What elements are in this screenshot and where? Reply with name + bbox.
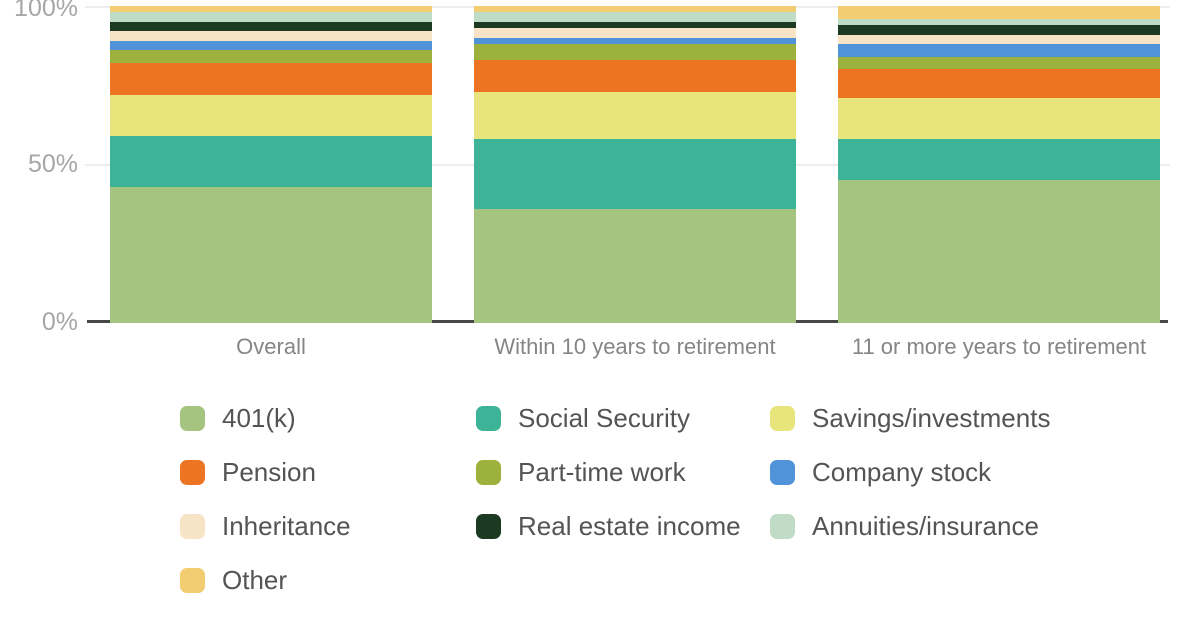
y-axis-tick-50: 50%: [27, 150, 78, 178]
bar-segment[interactable]: [474, 37, 796, 44]
legend-label: Part-time work: [518, 457, 686, 487]
y-axis-tick-0: 0%: [41, 308, 78, 336]
bar-segment[interactable]: [838, 69, 1160, 98]
legend-swatch-icon: [476, 459, 501, 485]
legend-swatch-icon: [180, 459, 205, 485]
legend-label: Social Security: [518, 403, 690, 433]
legend-item[interactable]: Pension: [180, 458, 316, 486]
legend-swatch-icon: [476, 513, 501, 539]
y-axis-tick-100: 100%: [14, 0, 78, 22]
legend-label: Real estate income: [518, 511, 741, 541]
bar-segment[interactable]: [838, 6, 1160, 19]
bar-3: [838, 6, 1160, 323]
legend-label: Pension: [222, 457, 316, 487]
x-axis-label: Overall: [236, 334, 306, 359]
bar-segment[interactable]: [474, 91, 796, 140]
x-axis-label: 11 or more years to retirement: [851, 334, 1147, 359]
bar-segment[interactable]: [474, 43, 796, 60]
legend-swatch-icon: [770, 513, 795, 539]
legend-swatch-icon: [180, 567, 205, 593]
bar-1: [110, 6, 432, 323]
bar-segment[interactable]: [474, 12, 796, 22]
x-axis-label: Within 10 years to retirement: [494, 334, 776, 359]
bar-segment[interactable]: [838, 25, 1160, 35]
bar-segment[interactable]: [838, 180, 1160, 323]
bar-segment[interactable]: [110, 40, 432, 51]
bar-segment[interactable]: [110, 12, 432, 22]
bar-segment[interactable]: [474, 28, 796, 38]
bar-segment[interactable]: [474, 208, 796, 323]
legend-label: Savings/investments: [812, 403, 1051, 433]
bar-segment[interactable]: [838, 139, 1160, 181]
legend-swatch-icon: [476, 405, 501, 431]
legend-item[interactable]: Real estate income: [476, 512, 741, 540]
bar-2: [474, 6, 796, 323]
legend-item[interactable]: Savings/investments: [770, 404, 1050, 432]
bar-segment[interactable]: [474, 139, 796, 209]
legend-label: Other: [222, 565, 288, 595]
bar-segment[interactable]: [110, 21, 432, 32]
legend-item[interactable]: Company stock: [770, 458, 991, 486]
bar-segment[interactable]: [838, 34, 1160, 44]
bar-segment[interactable]: [110, 94, 432, 136]
bar-segment[interactable]: [474, 59, 796, 92]
bar-segment[interactable]: [838, 56, 1160, 70]
bar-segment[interactable]: [110, 50, 432, 63]
bar-segment[interactable]: [838, 44, 1160, 57]
legend-label: Inheritance: [222, 511, 351, 541]
bar-segment[interactable]: [110, 31, 432, 41]
legend-item[interactable]: Annuities/insurance: [770, 512, 1039, 540]
legend-swatch-icon: [180, 513, 205, 539]
bar-segment[interactable]: [110, 63, 432, 95]
legend-swatch-icon: [180, 405, 205, 431]
legend-label: 401(k): [222, 403, 296, 433]
bar-segment[interactable]: [838, 97, 1160, 140]
bar-segment[interactable]: [474, 6, 796, 13]
legend-swatch-icon: [770, 405, 795, 431]
bar-segment[interactable]: [474, 21, 796, 29]
bar-segment[interactable]: [838, 18, 1160, 25]
legend-label: Annuities/insurance: [812, 511, 1039, 541]
bar-segment[interactable]: [110, 6, 432, 13]
legend-item[interactable]: 401(k): [180, 404, 296, 432]
legend-item[interactable]: Social Security: [476, 404, 690, 432]
legend-item[interactable]: Inheritance: [180, 512, 351, 540]
bar-segment[interactable]: [110, 135, 432, 187]
legend-item[interactable]: Part-time work: [476, 458, 686, 486]
legend-item[interactable]: Other: [180, 566, 287, 594]
legend-label: Company stock: [812, 457, 992, 487]
bar-segment[interactable]: [110, 186, 432, 323]
legend-swatch-icon: [770, 459, 795, 485]
